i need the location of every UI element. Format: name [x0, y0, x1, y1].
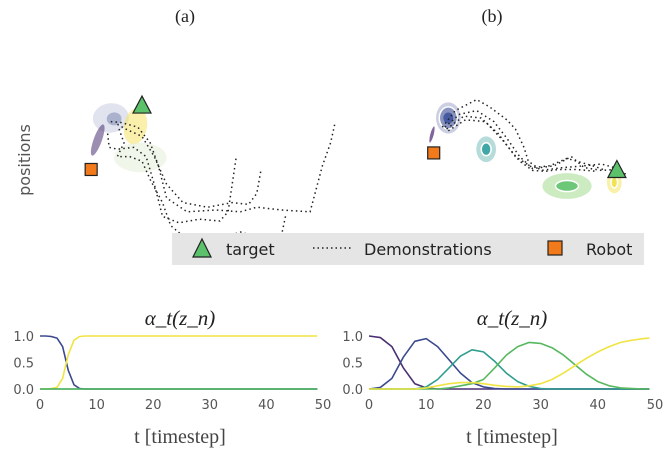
robot-marker [84, 162, 98, 177]
gaussian-ellipse [427, 124, 437, 145]
y-tick-label: 1.0 [13, 330, 34, 345]
legend-robot-label: Robot [586, 240, 632, 259]
x-tick-label: 20 [475, 398, 492, 413]
alpha-plot-right-axes: 0 10 20 30 40 50 0.0 0.5 1.0 [342, 330, 663, 413]
gaussian-ellipse [123, 108, 148, 145]
x-tick-label: 20 [145, 398, 162, 413]
series-line [368, 335, 650, 390]
x-tick-label: 30 [202, 398, 219, 413]
series-line [369, 337, 650, 390]
series-line [369, 348, 650, 390]
alpha-plot-right: α_t(z_n) 0 10 20 30 40 50 0.0 0.5 1.0 t [timeste… [342, 306, 663, 448]
alpha-plot-right-title: α_t(z_n) [477, 306, 548, 330]
demonstration-path [116, 128, 287, 241]
panel-b-label: (b) [482, 6, 503, 27]
x-tick-label: 40 [258, 398, 275, 413]
alpha-plot-left-xlabel: t [timestep] [134, 426, 226, 448]
x-tick-label: 0 [365, 398, 373, 413]
panel-a-label: (a) [175, 6, 195, 27]
gaussian-ellipse [443, 112, 454, 124]
x-tick-label: 10 [88, 398, 105, 413]
panel-a-markers [84, 94, 152, 177]
gaussian-ellipse [554, 179, 580, 193]
legend: target Demonstrations Robot [172, 233, 644, 265]
series-line [40, 335, 318, 390]
series-line [369, 341, 650, 390]
panel-b: (b) [427, 6, 628, 199]
target-marker [132, 94, 152, 114]
alpha-plot-right-xlabel: t [timestep] [466, 426, 558, 448]
alpha-plot-right-lines [368, 335, 650, 390]
legend-robot-marker [547, 240, 563, 256]
series-line [40, 335, 318, 390]
panel-a: (a) positions [15, 6, 336, 241]
gaussian-ellipse [480, 142, 492, 157]
y-tick-label: 0.0 [13, 383, 34, 398]
alpha-plot-left: α_t(z_n) 0 10 20 30 40 50 0.0 0.5 1.0 t [timeste… [13, 306, 331, 448]
legend-demonstrations-label: Demonstrations [364, 240, 492, 259]
gaussian-ellipse [610, 176, 619, 189]
demonstration-path [444, 109, 615, 172]
panel-b-demonstrations [441, 98, 628, 176]
y-tick-label: 0.5 [13, 357, 34, 372]
positions-axis-label: positions [15, 124, 34, 196]
alpha-plot-left-title: α_t(z_n) [145, 306, 216, 330]
demonstration-path [446, 115, 606, 172]
alpha-plot-left-axes: 0 10 20 30 40 50 0.0 0.5 1.0 [13, 330, 331, 413]
alpha-plot-left-lines [40, 335, 318, 390]
panel-a-demonstrations [106, 120, 336, 241]
series-line [368, 337, 650, 390]
legend-target-marker [192, 237, 212, 258]
x-tick-label: 10 [418, 398, 435, 413]
panel-a-gaussians [90, 103, 167, 173]
demonstration-path [441, 98, 628, 176]
y-tick-label: 0.5 [342, 357, 363, 372]
legend-target-label: target [226, 240, 275, 259]
gaussian-ellipse [90, 124, 105, 156]
x-tick-label: 30 [532, 398, 549, 413]
demonstration-path [447, 119, 598, 173]
y-tick-label: 0.0 [342, 383, 363, 398]
panel-b-gaussians [427, 102, 622, 199]
x-tick-label: 0 [36, 398, 44, 413]
x-tick-label: 50 [315, 398, 332, 413]
x-tick-label: 50 [647, 398, 664, 413]
x-tick-label: 40 [590, 398, 607, 413]
y-tick-label: 1.0 [342, 330, 363, 345]
target-marker [606, 159, 627, 179]
legend-background [172, 233, 644, 265]
robot-marker [427, 146, 441, 160]
gaussian-ellipse [106, 112, 122, 126]
panel-b-markers [427, 146, 627, 179]
gaussian-ellipse [114, 142, 167, 173]
